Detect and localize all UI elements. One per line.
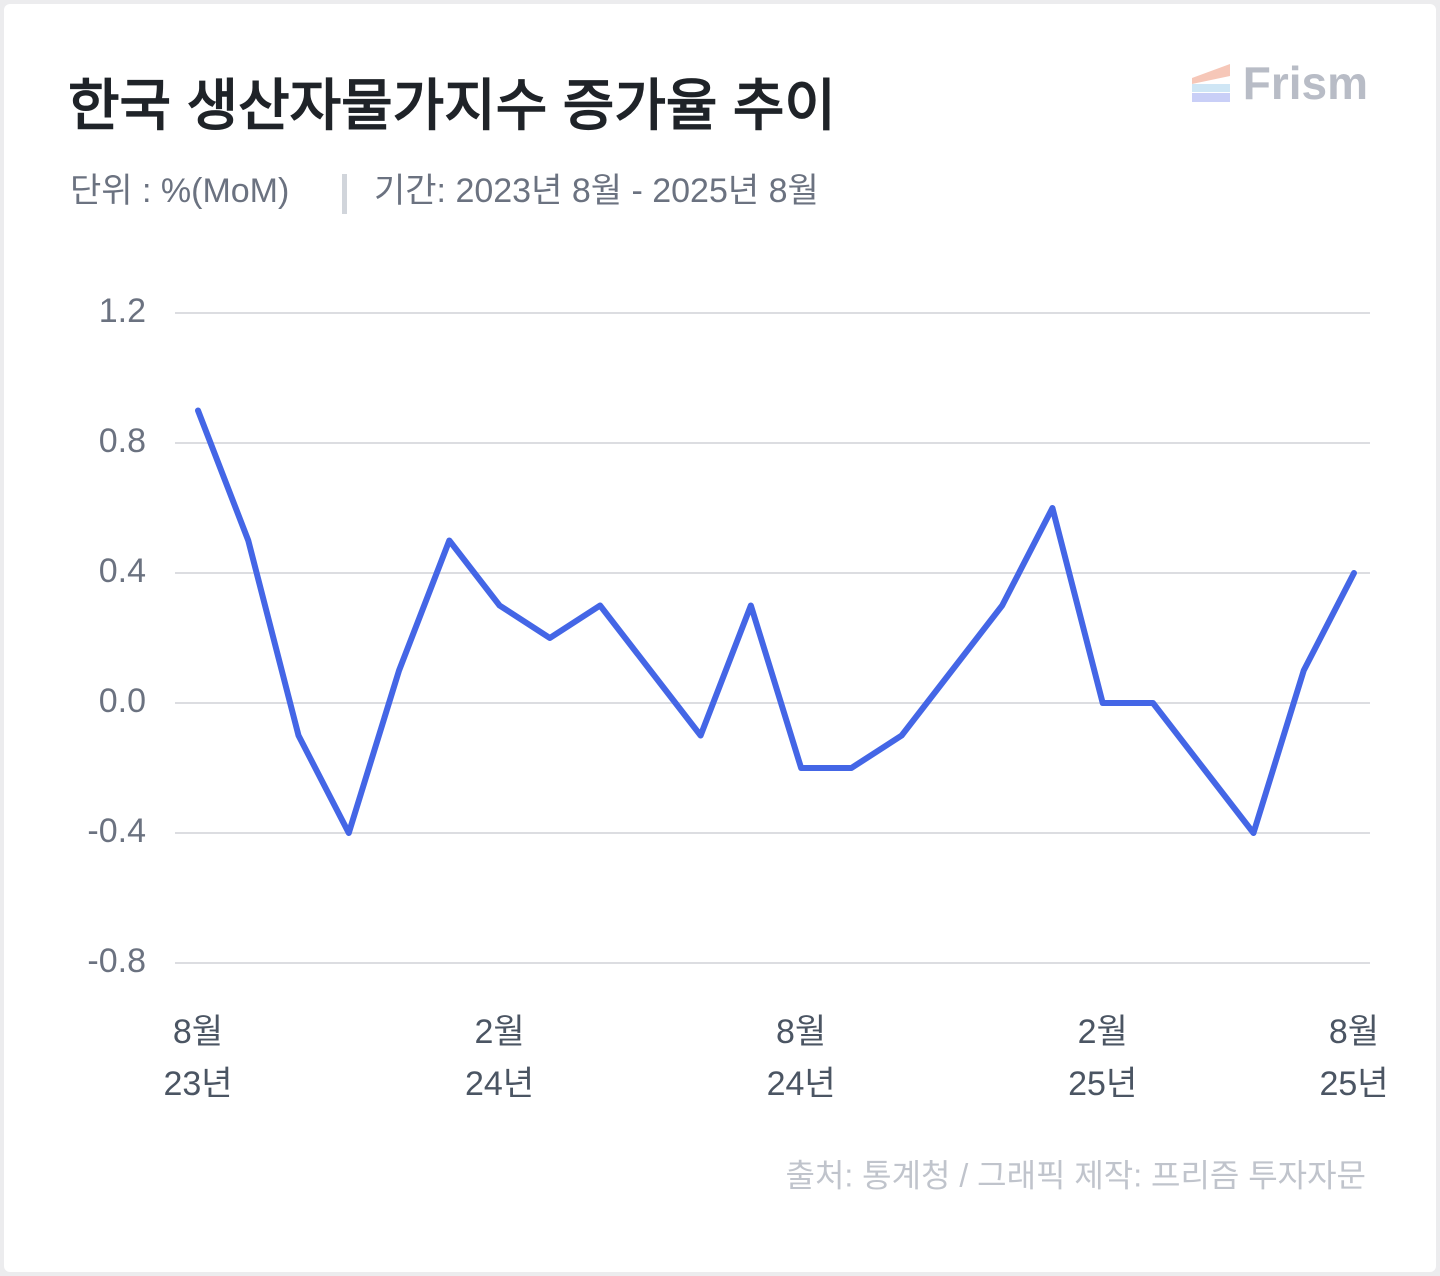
y-tick-label: -0.4 bbox=[87, 812, 146, 850]
period: 기간: 2023년 8월 - 2025년 8월 bbox=[374, 172, 819, 210]
y-tick-label: 1.2 bbox=[99, 292, 146, 330]
x-tick-label: 8월 24년 bbox=[767, 1013, 836, 1103]
y-tick-label: 0.8 bbox=[99, 422, 146, 460]
x-tick-label: 8월 23년 bbox=[163, 1013, 232, 1103]
separator bbox=[342, 174, 347, 214]
x-tick-label: 2월 24년 bbox=[465, 1013, 534, 1103]
unit: 단위 : %(MoM) bbox=[70, 172, 289, 210]
y-tick-label: 0.4 bbox=[99, 552, 146, 590]
data-line bbox=[195, 407, 1357, 836]
y-tick-label: 0.0 bbox=[99, 682, 146, 720]
x-tick-label: 2월 25년 bbox=[1068, 1013, 1137, 1103]
card bbox=[4, 4, 1436, 1272]
brand: Frism bbox=[1243, 57, 1368, 109]
x-tick-label: 8월 25년 bbox=[1319, 1013, 1388, 1103]
chart-title: 한국 생산자물가지수 증가율 추이 bbox=[68, 74, 836, 137]
logo-icon bbox=[1192, 64, 1230, 102]
y-tick-label: -0.8 bbox=[87, 942, 146, 980]
source: 출처: 통계청 / 그래픽 제작: 프리즘 투자자문 bbox=[786, 1157, 1367, 1193]
